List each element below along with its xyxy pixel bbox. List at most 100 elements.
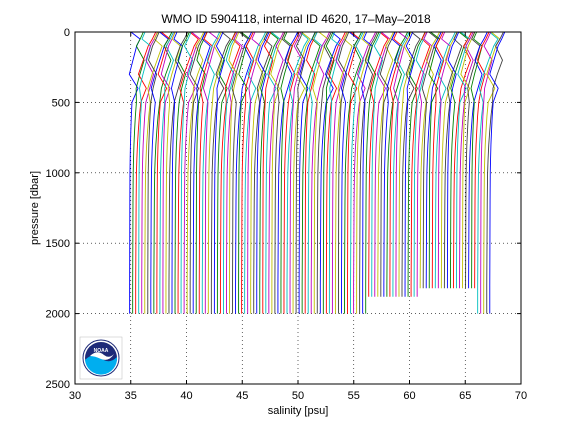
profile-line (331, 31, 348, 314)
profile-line (468, 31, 488, 289)
profile-line (383, 31, 401, 297)
profile-line (483, 31, 501, 314)
profile-line (195, 31, 208, 314)
profile-line (268, 31, 284, 314)
profile-line (153, 31, 173, 314)
profile-line (307, 31, 323, 314)
profile-line (312, 31, 329, 314)
profile-line (289, 31, 303, 314)
y-tick-label: 2500 (46, 379, 70, 391)
profile-line (280, 31, 293, 314)
logo-bird-icon (90, 352, 114, 360)
profile-line (256, 31, 270, 314)
x-tick-label: 35 (125, 390, 137, 402)
profile-line (150, 31, 169, 314)
profile-line (213, 31, 225, 314)
profile-line (177, 31, 199, 314)
profile-line (253, 31, 273, 314)
profile-line (186, 31, 205, 314)
x-tick-label: 45 (236, 390, 248, 402)
profile-line (449, 31, 469, 289)
profile-line (377, 31, 394, 297)
profile-line (147, 31, 160, 314)
profile-line (374, 31, 391, 297)
profile-line (428, 31, 441, 289)
profile-line (168, 31, 189, 314)
x-axis-label: salinity [psu] (268, 405, 329, 417)
profile-line (244, 31, 267, 314)
profile-line (295, 31, 306, 314)
profile-line (421, 31, 439, 289)
profile-line (460, 31, 475, 289)
y-tick-label: 2000 (46, 309, 70, 321)
profile-line (159, 31, 175, 314)
profile-line (431, 31, 445, 289)
profile-line (223, 31, 238, 314)
profile-line (138, 31, 152, 314)
profile-line (156, 31, 171, 314)
profile-line (241, 31, 255, 314)
salinity-profiles (128, 31, 506, 314)
profile-line (356, 31, 371, 314)
profile-line (368, 31, 389, 297)
profile-line (437, 31, 451, 289)
noaa-logo: NOAA (79, 336, 123, 380)
profile-line (247, 31, 261, 314)
profile-line (489, 31, 506, 314)
profile-line (386, 31, 409, 297)
profile-line (413, 31, 428, 297)
profile-line (132, 31, 145, 314)
profile-line (216, 31, 236, 314)
profile-line (202, 31, 219, 314)
y-tick-label: 1500 (46, 238, 70, 250)
chart-title: WMO ID 5904118, internal ID 4620, 17–May… (161, 12, 431, 26)
x-tick-label: 60 (403, 390, 415, 402)
profile-line (274, 31, 291, 314)
x-tick-label: 40 (180, 390, 192, 402)
x-tick-label: 30 (69, 390, 81, 402)
profile-line (228, 31, 240, 314)
profile-line (456, 31, 471, 289)
profile-line (392, 31, 410, 297)
x-tick-label: 50 (292, 390, 304, 402)
x-tick-label: 70 (515, 390, 527, 402)
profile-line (398, 31, 413, 297)
profile-line (180, 31, 194, 314)
profile-line (259, 31, 279, 314)
profile-line (144, 31, 163, 314)
profile-line (353, 31, 377, 314)
profile-line (270, 31, 286, 314)
profile-line (238, 31, 251, 314)
profile-line (419, 31, 440, 289)
profile-line (231, 31, 249, 314)
plot-area: 30 35 40 45 50 55 60 65 70 0 500 1000 1500 2000 2500 (46, 27, 528, 402)
profile-line (379, 31, 396, 297)
profile-line (434, 31, 456, 289)
x-tick-label: 55 (348, 390, 360, 402)
profile-line (477, 31, 499, 314)
profile-line (235, 31, 253, 314)
y-axis-label: pressure [dbar] (29, 171, 41, 245)
profile-line (283, 31, 300, 314)
profile-line (480, 31, 493, 314)
profile-line (198, 31, 213, 314)
profile-line (410, 31, 431, 297)
profile-line (192, 31, 211, 314)
profile-line (170, 31, 184, 314)
profile-line (340, 31, 359, 314)
profile-line (443, 31, 463, 289)
profile-line (310, 31, 331, 314)
profile-line (189, 31, 206, 314)
x-tick-label: 65 (459, 390, 471, 402)
y-tick-label: 0 (64, 27, 70, 39)
profile-line (365, 31, 380, 314)
profile-line (350, 31, 364, 314)
profile-line (301, 31, 321, 314)
profile-line (338, 31, 350, 314)
profile-line (298, 31, 316, 314)
profile-line (128, 31, 141, 314)
profile-line (183, 31, 201, 314)
profile-line (165, 31, 181, 314)
profile-line (174, 31, 190, 314)
